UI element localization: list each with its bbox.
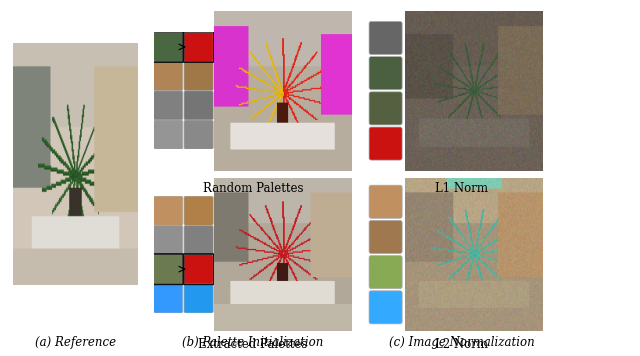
FancyBboxPatch shape — [154, 284, 183, 313]
FancyBboxPatch shape — [184, 91, 213, 120]
FancyBboxPatch shape — [369, 92, 402, 125]
FancyBboxPatch shape — [369, 57, 402, 90]
FancyBboxPatch shape — [184, 284, 213, 313]
FancyBboxPatch shape — [184, 255, 213, 284]
FancyBboxPatch shape — [154, 32, 183, 62]
FancyBboxPatch shape — [154, 120, 183, 149]
Text: L2 Norm: L2 Norm — [435, 338, 488, 351]
FancyBboxPatch shape — [369, 220, 402, 253]
FancyBboxPatch shape — [369, 127, 402, 160]
Text: Random Palettes: Random Palettes — [202, 182, 303, 195]
FancyBboxPatch shape — [184, 225, 213, 255]
FancyBboxPatch shape — [154, 255, 183, 284]
FancyBboxPatch shape — [369, 256, 402, 289]
FancyBboxPatch shape — [184, 120, 213, 149]
FancyBboxPatch shape — [154, 91, 183, 120]
Text: (c) Image Normalization: (c) Image Normalization — [389, 336, 534, 349]
Text: (b) Palette Initialization: (b) Palette Initialization — [182, 336, 323, 349]
FancyBboxPatch shape — [369, 21, 402, 54]
Text: (a) Reference: (a) Reference — [35, 336, 116, 349]
FancyBboxPatch shape — [369, 185, 402, 218]
FancyBboxPatch shape — [184, 62, 213, 91]
FancyBboxPatch shape — [369, 291, 402, 324]
FancyBboxPatch shape — [184, 196, 213, 225]
FancyBboxPatch shape — [184, 32, 213, 62]
Text: Extracted Palettes: Extracted Palettes — [198, 338, 307, 351]
FancyBboxPatch shape — [154, 225, 183, 255]
FancyBboxPatch shape — [154, 196, 183, 225]
Text: L1 Norm: L1 Norm — [435, 182, 488, 195]
FancyBboxPatch shape — [154, 62, 183, 91]
